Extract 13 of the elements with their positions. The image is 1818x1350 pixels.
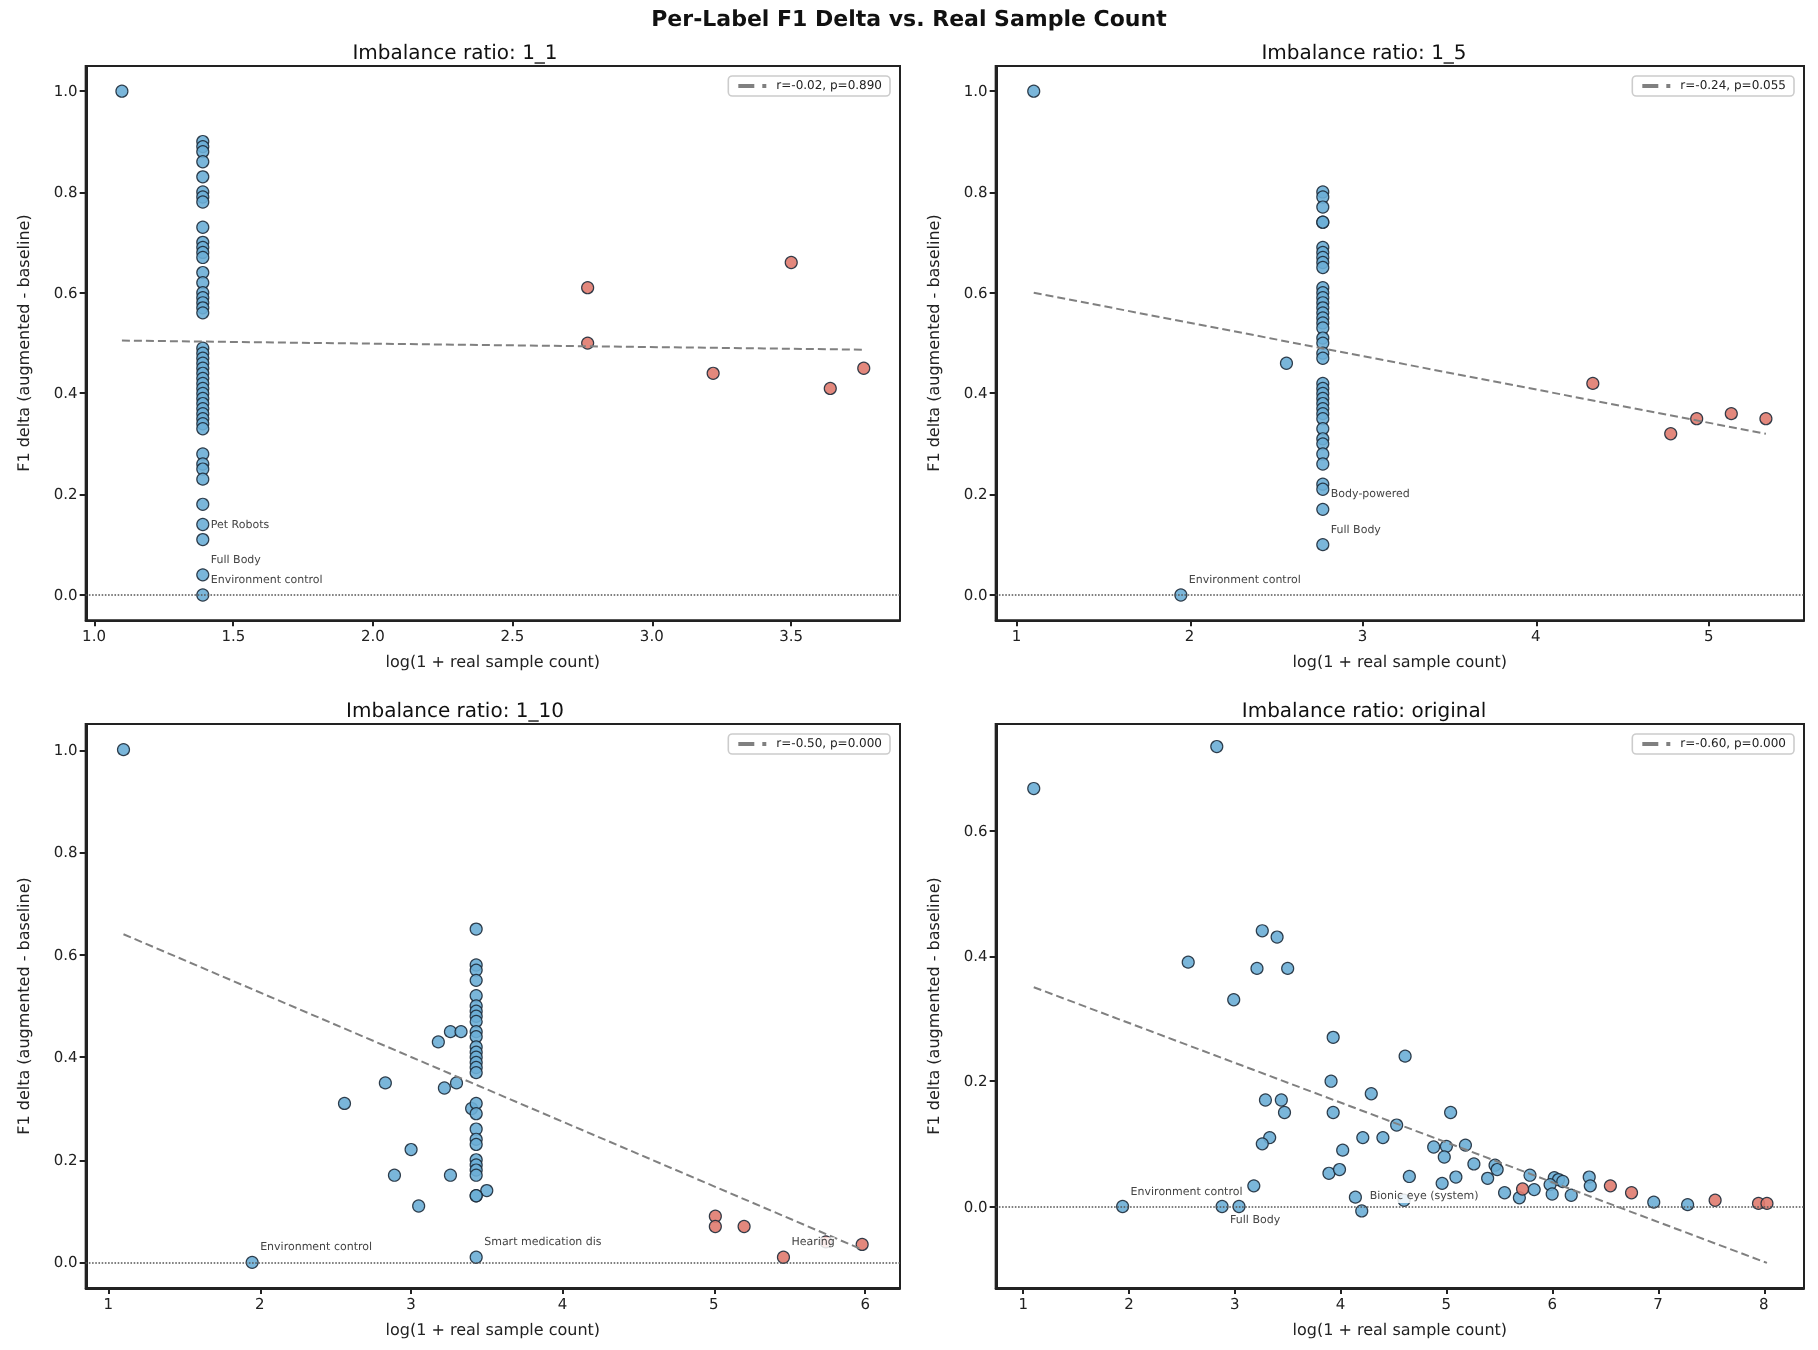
x-axis-title: log(1 + real sample count) bbox=[1292, 653, 1508, 671]
y-axis-title: F1 delta (augmented - baseline) bbox=[925, 214, 943, 472]
y-axis-title: F1 delta (augmented - baseline) bbox=[925, 877, 943, 1135]
chart-title: Per-Label F1 Delta vs. Real Sample Count bbox=[649, 6, 1169, 32]
x-axis-title: log(1 + real sample count) bbox=[1292, 1320, 1508, 1339]
y-axis-title: F1 delta (augmented - baseline) bbox=[15, 214, 33, 472]
x-axis-title: log(1 + real sample count) bbox=[385, 1320, 601, 1339]
chart-subtitle: Imbalance ratio: 1_10 bbox=[346, 701, 564, 723]
chart-subtitle: Imbalance ratio: 1_5 bbox=[1261, 43, 1467, 65]
y-axis-title: F1 delta (augmented - baseline) bbox=[15, 877, 33, 1135]
chart-subtitle: Imbalance ratio: 1_1 bbox=[352, 43, 558, 65]
x-axis-title: log(1 + real sample count) bbox=[385, 653, 601, 671]
chart-subtitle: Imbalance ratio: original bbox=[1241, 701, 1487, 723]
